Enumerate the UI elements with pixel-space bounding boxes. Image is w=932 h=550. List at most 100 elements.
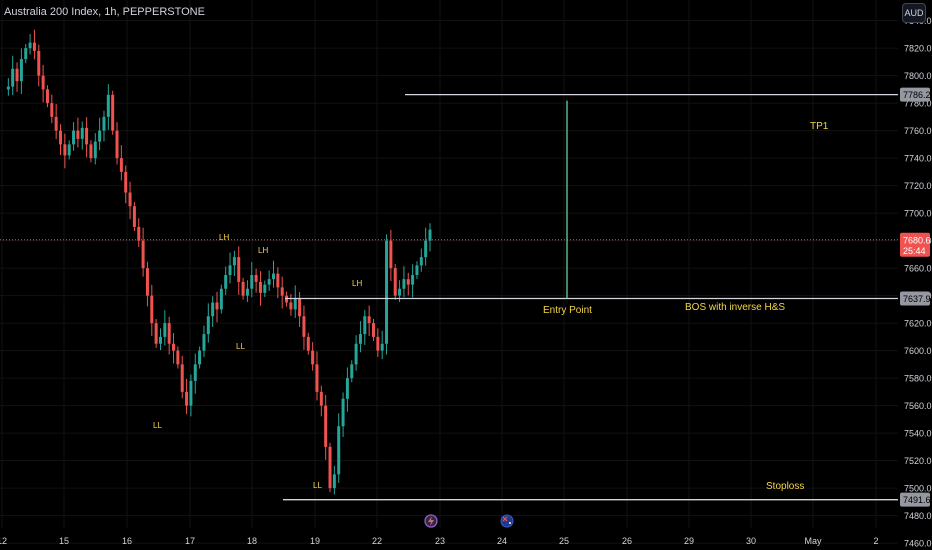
y-tick-label: 7480.0 <box>904 511 932 521</box>
candle-body <box>376 336 380 351</box>
candle-body <box>415 265 419 275</box>
candle-body <box>45 89 49 104</box>
candle-body <box>15 68 19 82</box>
y-tick-label: 7820.0 <box>904 44 932 54</box>
candle-body <box>293 298 297 310</box>
price-badge-bos-text: 7637.9 <box>903 294 931 304</box>
candle-body <box>215 302 219 310</box>
flag-icon[interactable] <box>500 514 514 528</box>
lightning-icon-bolt <box>428 516 434 526</box>
candle-body <box>315 364 319 392</box>
x-tick-label: 22 <box>372 536 382 546</box>
candle-body <box>11 68 15 87</box>
candle-body <box>193 364 197 381</box>
y-tick-label: 7580.0 <box>904 374 932 384</box>
candle-body <box>258 281 262 293</box>
candle-body <box>276 273 280 288</box>
x-tick-label: 30 <box>746 536 756 546</box>
candle-body <box>363 316 367 335</box>
candle-body <box>211 302 215 317</box>
candle-body <box>115 130 119 159</box>
candle-body <box>150 295 154 324</box>
candle-body <box>180 364 184 392</box>
price-badge-current-text: 7680.6 <box>903 235 931 245</box>
y-tick-label: 7460.0 <box>904 539 932 549</box>
price-badge-countdown-text: 25:44 <box>903 246 926 256</box>
label-ll-1: LL <box>236 342 245 351</box>
x-tick-label: 25 <box>559 536 569 546</box>
candle-body <box>306 336 310 351</box>
candle-body <box>32 42 36 51</box>
candle-body <box>50 103 54 117</box>
candle-body <box>337 426 341 475</box>
candle-body <box>398 288 402 296</box>
candle-body <box>158 336 162 344</box>
x-tick-label: 19 <box>310 536 320 546</box>
candle-body <box>302 316 306 337</box>
candle-body <box>424 240 428 258</box>
candle-body <box>145 268 149 296</box>
candle-body <box>37 50 41 76</box>
flag-icon-star <box>509 522 511 524</box>
x-tick-label: 17 <box>185 536 195 546</box>
candle-body <box>263 284 267 293</box>
candle-body <box>98 130 102 142</box>
candle-body <box>393 268 397 296</box>
candle-body <box>93 141 97 159</box>
candle-body <box>206 316 210 335</box>
candle-body <box>176 350 180 365</box>
candle-body <box>128 192 132 207</box>
y-tick-label: 7520.0 <box>904 456 932 466</box>
candle-body <box>298 298 302 317</box>
label-lh-3: LH <box>352 279 362 288</box>
lightning-icon[interactable] <box>424 514 438 528</box>
candle-body <box>59 130 63 145</box>
y-tick-label: 7720.0 <box>904 181 932 191</box>
x-tick-label: 24 <box>497 536 507 546</box>
price-badge-tp <box>900 87 930 102</box>
candle-body <box>67 144 71 156</box>
candle-body <box>267 279 271 285</box>
y-tick-label: 7500.0 <box>904 484 932 494</box>
candle-body <box>345 378 349 399</box>
candle-body <box>228 265 232 275</box>
y-tick-label: 7620.0 <box>904 319 932 329</box>
candle-body <box>102 116 106 131</box>
y-tick-label: 7800.0 <box>904 71 932 81</box>
label-ll-3: LL <box>313 481 322 490</box>
candle-body <box>54 116 58 131</box>
candle-body <box>141 240 145 269</box>
candle-body <box>202 334 206 351</box>
candle-body <box>185 391 189 406</box>
candle-body <box>63 144 67 156</box>
x-tick-label: 16 <box>122 536 132 546</box>
price-badge-tp-text: 7786.2 <box>903 90 931 100</box>
candle-body <box>411 275 415 285</box>
candle-body <box>245 288 249 296</box>
candle-body <box>319 391 323 406</box>
candle-body <box>389 240 393 269</box>
currency-button[interactable]: AUD <box>902 3 926 23</box>
candle-body <box>289 302 293 310</box>
candle-body <box>250 275 254 289</box>
candle-body <box>232 257 236 266</box>
label-entry: Entry Point <box>543 305 592 316</box>
candle-body <box>358 334 362 344</box>
candle-body <box>428 229 432 241</box>
y-tick-label: 7700.0 <box>904 209 932 219</box>
candle-body <box>224 275 228 289</box>
candle-body <box>380 343 384 351</box>
candle-body <box>172 343 176 351</box>
y-tick-label: 7760.0 <box>904 126 932 136</box>
candle-body <box>219 288 223 310</box>
price-badge-bos <box>900 291 930 306</box>
x-tick-label: 29 <box>684 536 694 546</box>
label-lh-2: LH <box>258 246 268 255</box>
price-badge-stop-text: 7491.6 <box>903 495 931 505</box>
y-tick-label: 7600.0 <box>904 346 932 356</box>
candle-body <box>198 350 202 365</box>
candle-body <box>124 171 128 193</box>
candle-body <box>406 279 410 285</box>
